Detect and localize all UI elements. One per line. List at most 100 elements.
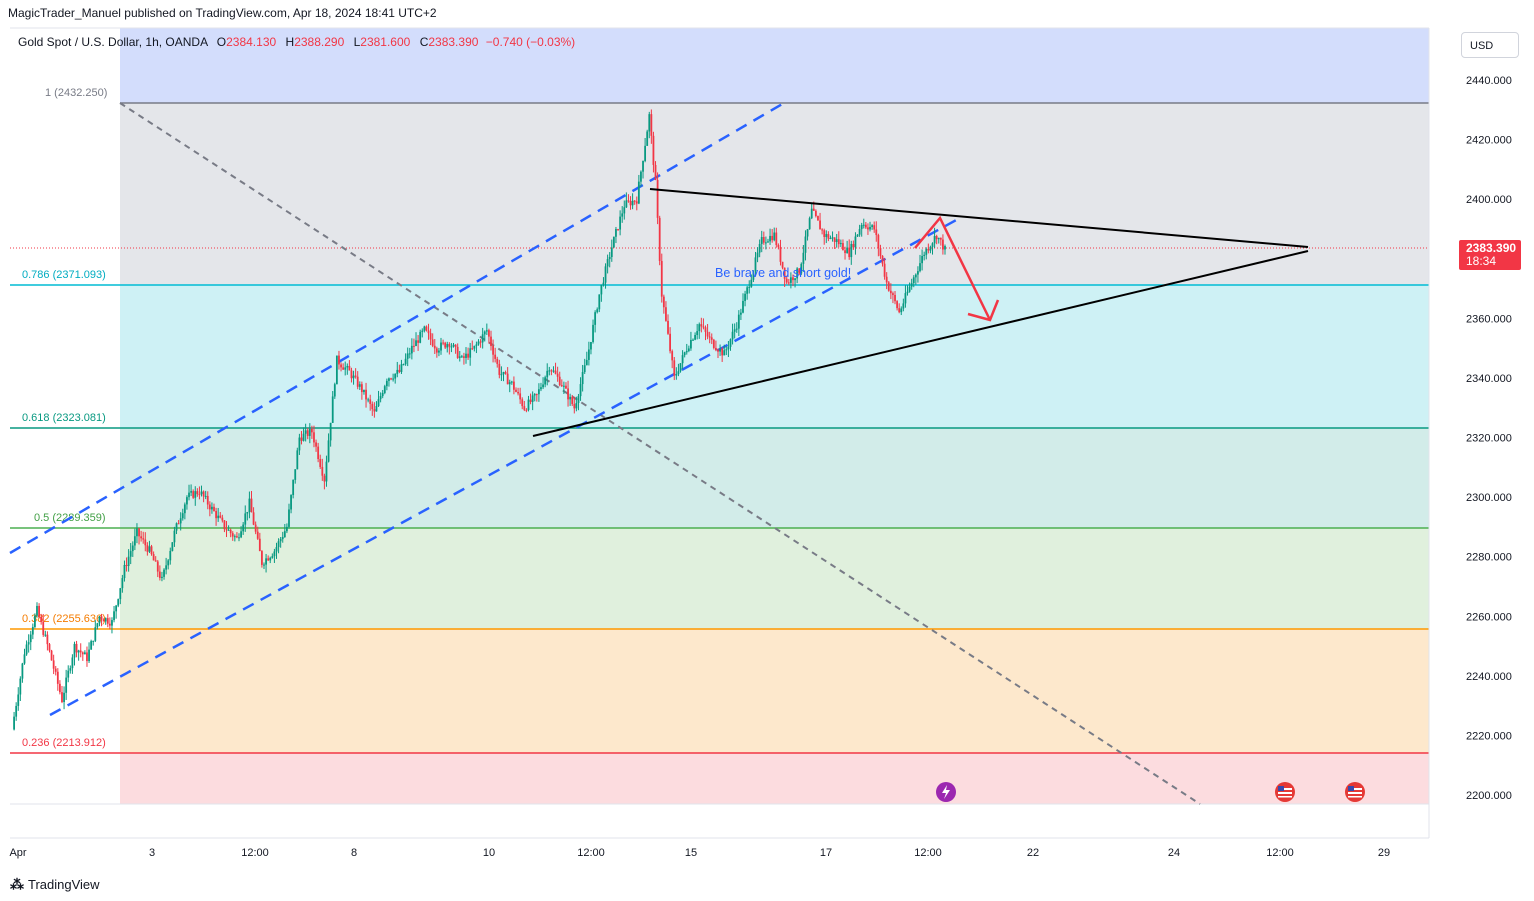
candle-body [100,616,103,620]
candle-body [327,440,330,462]
candle-body [467,353,469,358]
candle-body [338,355,340,365]
candle-body [181,513,184,519]
candle-body [848,247,851,258]
candle-body [867,227,869,230]
candle-body [735,328,738,330]
currency-button[interactable]: USD [1461,32,1519,58]
candle-body [637,181,640,204]
candle-body [814,210,817,217]
y-tick-label: 2340.000 [1466,373,1512,385]
lightning-icon[interactable] [936,782,956,802]
time-axis[interactable]: Apr 3 12:00 8 10 12:00 15 17 12:00 22 24 12:00 29 [9,847,1390,859]
candle-body [323,475,326,482]
candle-body [642,160,644,172]
candle-body [25,644,28,655]
candle-body [263,564,265,566]
candle-body [115,605,118,612]
candle-body [683,352,686,356]
y-tick-label: 2420.000 [1466,135,1512,147]
candle-body [252,512,255,525]
candle-body [360,384,363,393]
candle-body [583,365,586,373]
candle-body [231,533,234,537]
us-flag-icon[interactable] [1345,782,1365,802]
candle-body [90,641,93,650]
candle-body [652,135,655,165]
symbol-legend[interactable]: Gold Spot / U.S. Dollar, 1h, OANDA O2384… [18,35,575,49]
candle-body [52,660,55,669]
candle-body [86,652,88,662]
us-flag-icon[interactable] [1275,782,1295,802]
candle-body [171,542,174,551]
bearish-arrow[interactable] [914,215,1000,322]
annotation-text[interactable]: Be brave and short gold! [715,266,851,280]
candle-body [490,336,492,347]
candle-body [250,498,253,513]
candle-body [392,378,395,380]
candle-body [894,294,896,302]
candle-body [742,300,744,313]
candle-body [144,539,147,546]
candle-body [617,229,619,231]
candle-body [781,261,784,268]
candle-body [408,353,411,355]
fibonacci-retracement[interactable] [10,28,1429,804]
triangle-pattern[interactable] [532,188,1309,437]
candle-body [883,263,886,277]
candle-body [450,346,453,348]
candle-body [587,349,590,360]
candle-body [927,248,930,251]
tradingview-footer[interactable]: ⁂ TradingView [10,876,100,893]
price-axis[interactable]: 2440.0002420.0002400.0002380.0002360.000… [1466,75,1512,802]
candle-body [756,252,759,258]
candle-body [288,509,290,527]
candle-body [914,274,917,278]
fib-label-0236: 0.236 (2213.912) [22,737,106,749]
candle-body [433,345,436,349]
y-tick-label: 2320.000 [1466,433,1512,445]
candle-body [377,399,380,407]
candle-body [369,399,372,404]
symbol-name: Gold Spot / U.S. Dollar, 1h, OANDA [18,35,208,49]
x-tick-label: 24 [1168,847,1180,859]
low-value: 2381.600 [360,35,411,49]
candle-body [154,560,157,562]
candle-body [36,605,38,616]
high-value: 2388.290 [294,35,345,49]
candle-body [515,389,517,392]
candle-body [227,529,230,531]
candle-body [513,381,515,390]
candle-body [277,541,280,548]
candle-body [56,671,59,684]
candle-body [294,469,297,480]
candle-body [206,495,209,505]
candle-body [648,114,651,132]
candle-body [779,247,782,262]
candle-body [494,354,497,359]
candle-body [129,551,132,557]
candle-body [671,351,674,361]
high-label: H [285,35,295,49]
candle-body [529,399,532,402]
y-tick-label: 2260.000 [1466,611,1512,623]
candle-body [258,538,261,552]
candle-body [542,384,544,388]
candle-body [615,229,617,237]
candle-body [906,291,909,294]
candle-body [421,330,424,332]
candle-body [917,271,919,275]
candle-body [152,554,155,561]
candle-body [325,461,328,482]
diagonal-dashed-line[interactable] [119,102,1201,805]
candle-body [625,200,628,208]
candle-body [42,621,45,635]
candle-body [58,683,61,693]
candle-body [473,345,476,349]
candle-body [902,303,905,309]
candle-body [754,257,757,272]
candle-body [708,336,711,338]
candle-body [944,246,946,250]
candle-body [831,237,834,239]
